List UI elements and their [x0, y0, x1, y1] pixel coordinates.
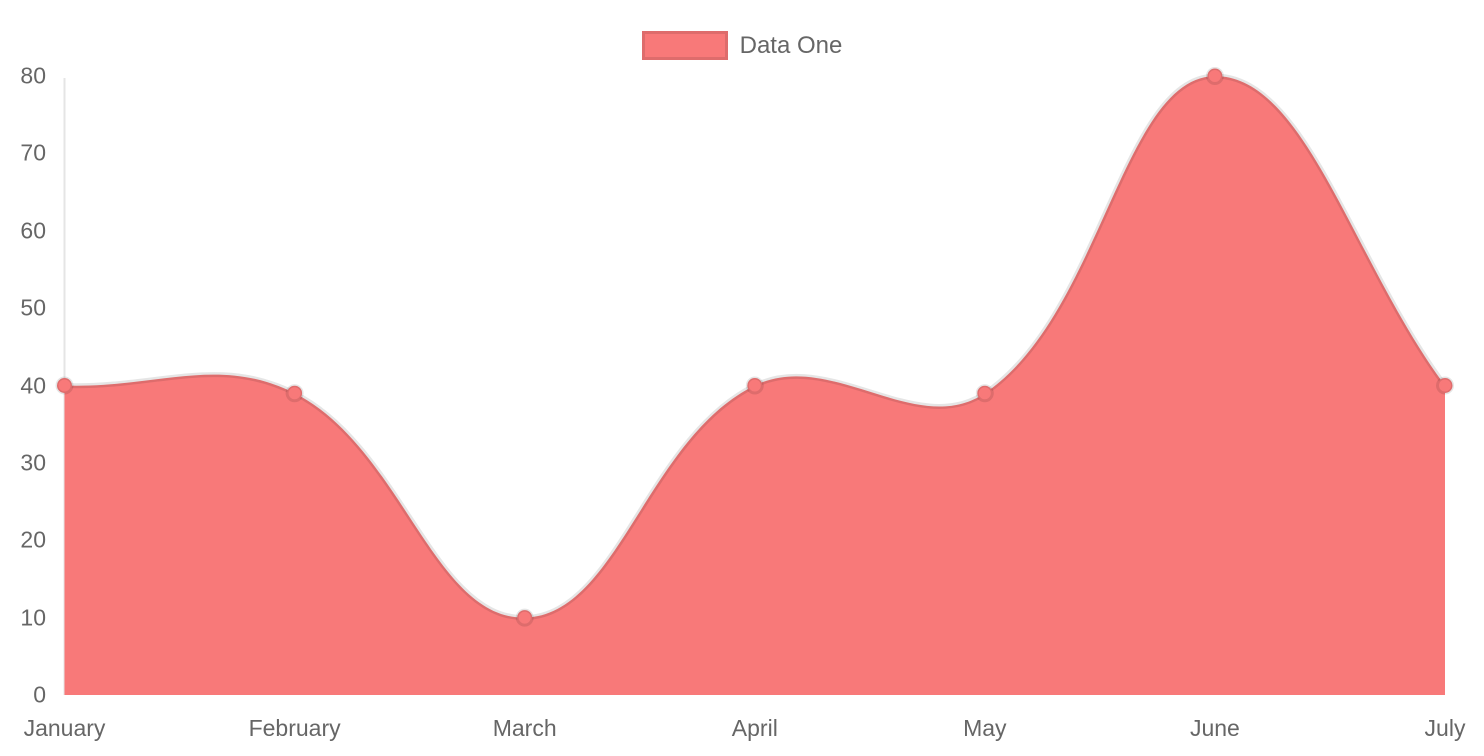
- data-point-june[interactable]: [1205, 67, 1224, 85]
- y-tick-label-50: 50: [20, 294, 46, 321]
- x-tick-label-april: April: [731, 715, 778, 741]
- data-point-january[interactable]: [55, 376, 74, 395]
- data-point-july[interactable]: [1436, 376, 1454, 395]
- y-tick-label-10: 10: [20, 604, 46, 631]
- data-point-march[interactable]: [515, 608, 534, 627]
- x-tick-label-may: May: [963, 715, 1007, 741]
- x-tick-label-june: June: [1189, 715, 1240, 741]
- y-tick-label-80: 80: [20, 62, 46, 89]
- legend-label: Data One: [739, 31, 843, 59]
- data-point-april[interactable]: [745, 376, 764, 395]
- data-point-may[interactable]: [975, 384, 994, 403]
- data-points: [55, 67, 1454, 627]
- data-point-february[interactable]: [285, 384, 304, 403]
- y-tick-label-30: 30: [20, 449, 46, 476]
- y-tick-label-40: 40: [20, 372, 46, 398]
- series-area-fill: [64, 76, 1445, 695]
- y-tick-label-20: 20: [20, 526, 46, 553]
- y-tick-label-60: 60: [20, 217, 46, 244]
- x-tick-label-march: March: [492, 715, 557, 741]
- x-tick-label-july: July: [1424, 715, 1466, 741]
- legend-item-data-one[interactable]: Data One: [641, 31, 843, 60]
- legend-swatch: [641, 31, 728, 60]
- y-tick-label-0: 0: [33, 681, 46, 708]
- chart-legend: Data One: [0, 31, 1484, 60]
- x-tick-label-january: January: [23, 715, 106, 741]
- x-tick-label-february: February: [248, 715, 341, 741]
- y-tick-label-70: 70: [20, 139, 46, 166]
